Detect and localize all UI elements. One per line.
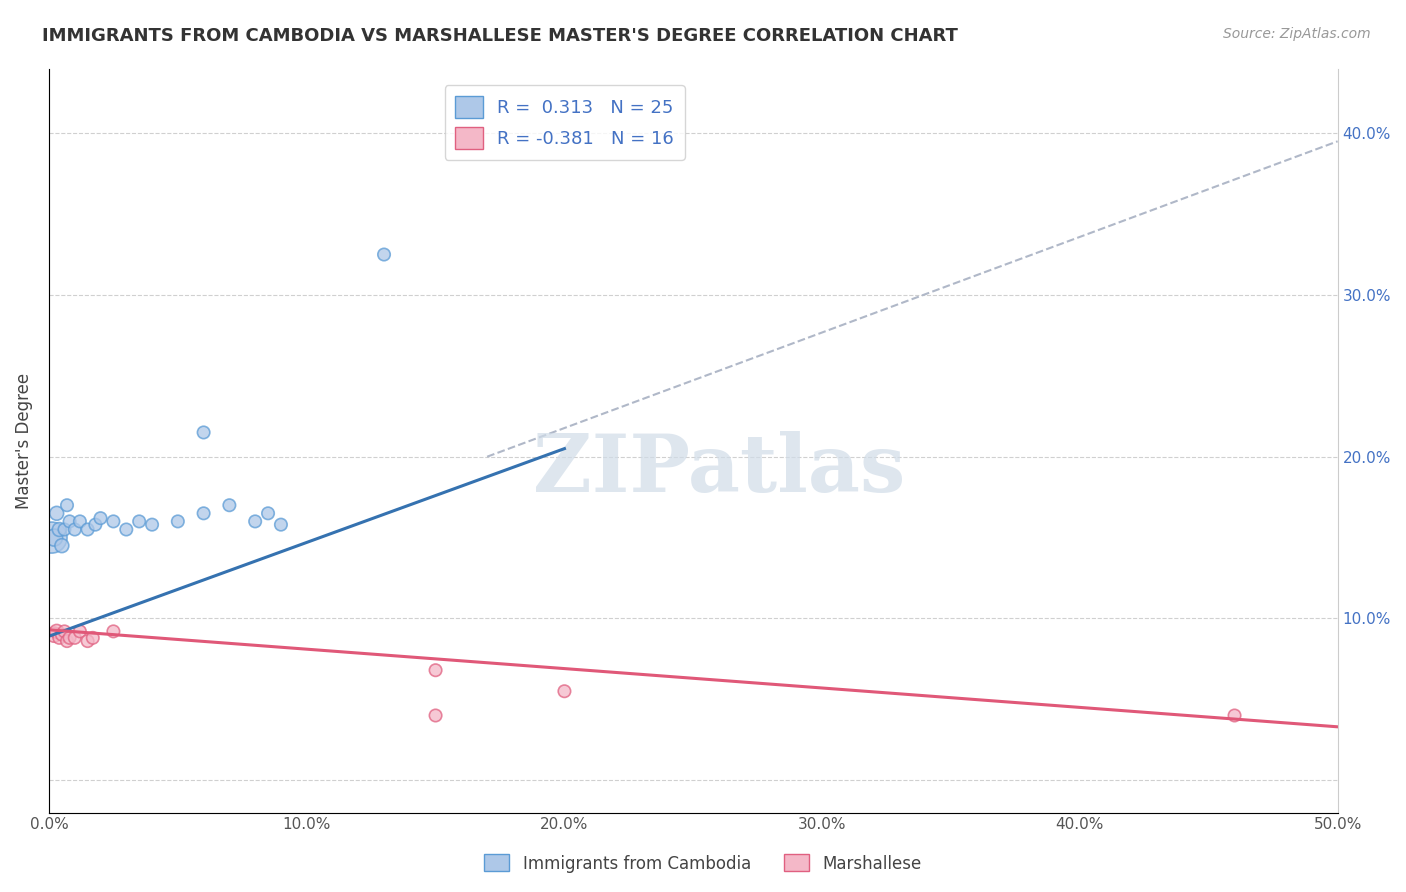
Point xyxy=(193,425,215,440)
Point xyxy=(58,631,80,645)
Point xyxy=(58,515,80,529)
Point xyxy=(53,624,76,639)
Point xyxy=(76,523,98,537)
Point xyxy=(270,517,292,532)
Point xyxy=(1223,708,1246,723)
Point xyxy=(218,498,240,512)
Point xyxy=(48,631,70,645)
Point xyxy=(84,517,107,532)
Point xyxy=(45,506,67,520)
Point xyxy=(63,523,86,537)
Point xyxy=(103,515,125,529)
Point xyxy=(41,531,63,545)
Point xyxy=(56,498,79,512)
Point xyxy=(193,506,215,520)
Point xyxy=(553,684,575,698)
Point xyxy=(115,523,138,537)
Point xyxy=(82,631,104,645)
Legend: Immigrants from Cambodia, Marshallese: Immigrants from Cambodia, Marshallese xyxy=(478,847,928,880)
Point xyxy=(51,539,73,553)
Y-axis label: Master's Degree: Master's Degree xyxy=(15,373,32,508)
Point xyxy=(69,515,91,529)
Point xyxy=(76,634,98,648)
Point xyxy=(51,627,73,641)
Point xyxy=(103,624,125,639)
Point xyxy=(141,517,163,532)
Text: ZIPatlas: ZIPatlas xyxy=(533,432,905,509)
Point xyxy=(63,631,86,645)
Point xyxy=(89,511,111,525)
Legend: R =  0.313   N = 25, R = -0.381   N = 16: R = 0.313 N = 25, R = -0.381 N = 16 xyxy=(444,85,685,160)
Point xyxy=(425,663,447,677)
Point xyxy=(166,515,188,529)
Point xyxy=(42,627,65,641)
Point xyxy=(128,515,150,529)
Point xyxy=(56,634,79,648)
Text: Source: ZipAtlas.com: Source: ZipAtlas.com xyxy=(1223,27,1371,41)
Point xyxy=(373,247,395,261)
Point xyxy=(257,506,280,520)
Point xyxy=(243,515,266,529)
Point xyxy=(42,531,65,545)
Point xyxy=(45,624,67,639)
Text: IMMIGRANTS FROM CAMBODIA VS MARSHALLESE MASTER'S DEGREE CORRELATION CHART: IMMIGRANTS FROM CAMBODIA VS MARSHALLESE … xyxy=(42,27,957,45)
Point xyxy=(69,624,91,639)
Point xyxy=(53,523,76,537)
Point xyxy=(425,708,447,723)
Point xyxy=(48,523,70,537)
